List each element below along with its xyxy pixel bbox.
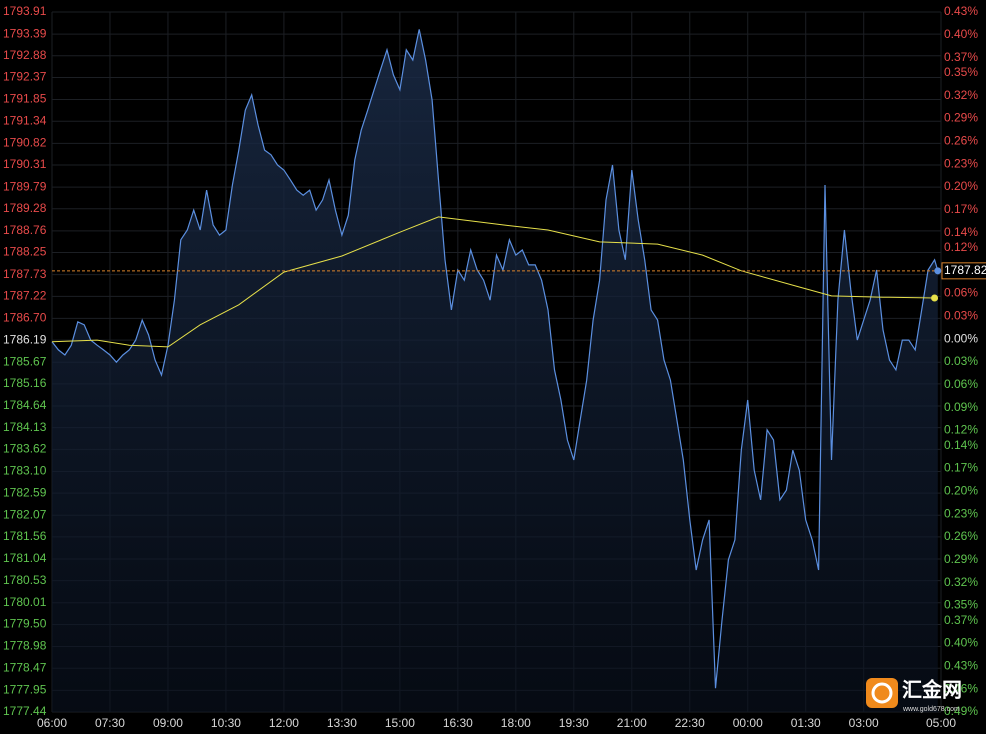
- x-tick-label: 21:00: [617, 716, 647, 730]
- y2-tick-label: 0.03%: [944, 354, 978, 368]
- y-tick-label: 1785.67: [3, 354, 47, 368]
- y2-tick-label: 0.12%: [944, 423, 978, 437]
- y2-tick-label: 0.06%: [944, 286, 978, 300]
- y-tick-label: 1777.44: [3, 704, 47, 718]
- axes: 1793.91 1793.39 1792.88 1792.37 1791.85 1791.…: [3, 4, 986, 730]
- y-tick-label: 1792.37: [3, 70, 47, 84]
- y-tick-label: 1783.62: [3, 442, 47, 456]
- y-tick-label: 1793.39: [3, 26, 47, 40]
- y-tick-label: 1782.59: [3, 485, 47, 499]
- y2-tick-label: 0.29%: [944, 111, 978, 125]
- y2-tick-label: 0.40%: [944, 27, 978, 41]
- x-tick-label: 18:00: [501, 716, 531, 730]
- plot: [51, 29, 942, 712]
- y2-tick-label: 0.43%: [944, 4, 978, 18]
- y-tick-label: 1787.73: [3, 267, 47, 281]
- y2-tick-label: 0.26%: [944, 529, 978, 543]
- y2-tick-label: 0.17%: [944, 461, 978, 475]
- y-tick-label: 1778.98: [3, 639, 47, 653]
- y-tick-label: 1783.10: [3, 464, 47, 478]
- y-tick-label: 1786.19: [3, 332, 47, 346]
- y2-tick-label: 0.03%: [944, 309, 978, 323]
- y-tick-label: 1785.16: [3, 376, 47, 390]
- last-price-box: [941, 262, 986, 280]
- x-tick-label: 05:00: [926, 716, 956, 730]
- y2-tick-label: 0.46%: [944, 681, 978, 695]
- x-tick-label: 16:30: [443, 716, 473, 730]
- y2-tick-label: 0.14%: [944, 225, 978, 239]
- y2-tick-label: 0.14%: [944, 438, 978, 452]
- x-tick-label: 12:00: [269, 716, 299, 730]
- price-area: [52, 29, 938, 712]
- y2-tick-label: 0.00%: [944, 331, 978, 345]
- y-tick-label: 1788.76: [3, 223, 47, 237]
- y-tick-label: 1781.56: [3, 529, 47, 543]
- y-tick-label: 1787.22: [3, 289, 47, 303]
- end-dot: [934, 267, 942, 275]
- y2-tick-label: 0.43%: [944, 659, 978, 673]
- y-tick-label: 1792.88: [3, 48, 47, 62]
- y-tick-label: 1791.85: [3, 92, 47, 106]
- y2-tick-label: 0.26%: [944, 134, 978, 148]
- y-tick-label: 1777.95: [3, 682, 47, 696]
- y2-tick-label: 0.35%: [944, 598, 978, 612]
- y2-tick-label: 0.32%: [944, 575, 978, 589]
- y2-tick-label: 0.23%: [944, 156, 978, 170]
- x-tick-label: 22:30: [675, 716, 705, 730]
- x-tick-label: 07:30: [95, 716, 125, 730]
- y2-tick-label: 0.35%: [944, 65, 978, 79]
- x-tick-label: 10:30: [211, 716, 241, 730]
- y2-tick-label: 0.32%: [944, 88, 978, 102]
- y-tick-label: 1790.31: [3, 157, 47, 171]
- y2-tick-label: 0.37%: [944, 50, 978, 64]
- y2-tick-label: 0.12%: [944, 240, 978, 254]
- x-tick-label: 19:30: [559, 716, 589, 730]
- logo-icon-ring: [871, 682, 893, 704]
- x-tick-label: 06:00: [37, 716, 67, 730]
- y2-tick-label: 0.20%: [944, 484, 978, 498]
- y-tick-label: 1784.13: [3, 420, 47, 434]
- y2-tick-label: 0.09%: [944, 400, 978, 414]
- y-tick-label: 1779.50: [3, 617, 47, 631]
- y2-tick-label: 0.06%: [944, 377, 978, 391]
- y-tick-label: 1780.01: [3, 595, 47, 609]
- x-tick-label: 09:00: [153, 716, 183, 730]
- y2-tick-label: 0.29%: [944, 552, 978, 566]
- x-tick-label: 01:30: [791, 716, 821, 730]
- y-tick-label: 1781.04: [3, 551, 47, 565]
- x-tick-label: 15:00: [385, 716, 415, 730]
- y2-tick-label: 0.23%: [944, 506, 978, 520]
- y-tick-label: 1789.28: [3, 201, 47, 215]
- y-tick-label: 1789.79: [3, 179, 47, 193]
- logo-text: 汇金网: [902, 677, 962, 701]
- y2-tick-label: 0.37%: [944, 613, 978, 627]
- logo-icon: [866, 678, 898, 708]
- end-dot: [931, 294, 939, 302]
- logo: 汇金网 www.gold678.com: [866, 677, 962, 713]
- y-tick-label: 1778.47: [3, 660, 47, 674]
- y-tick-label: 1791.34: [3, 113, 47, 127]
- y2-tick-label: 0.49%: [944, 704, 978, 718]
- x-tick-label: 13:30: [327, 716, 357, 730]
- average-line: [51, 216, 935, 348]
- y-tick-label: 1782.07: [3, 507, 47, 521]
- y-tick-label: 1793.91: [3, 4, 47, 18]
- y-tick-label: 1786.70: [3, 311, 47, 325]
- x-tick-label: 03:00: [849, 716, 879, 730]
- y2-tick-label: 0.40%: [944, 636, 978, 650]
- y-tick-label: 1788.25: [3, 245, 47, 259]
- y-tick-label: 1784.64: [3, 398, 47, 412]
- logo-url: www.gold678.com: [902, 706, 960, 713]
- y-tick-label: 1780.53: [3, 573, 47, 587]
- last-price-label: 1787.82: [944, 263, 986, 277]
- y2-tick-label: 0.17%: [944, 202, 978, 216]
- y-tick-label: 1790.82: [3, 136, 47, 150]
- price-line: [51, 29, 939, 689]
- x-tick-label: 00:00: [733, 716, 763, 730]
- y2-tick-label: 0.20%: [944, 179, 978, 193]
